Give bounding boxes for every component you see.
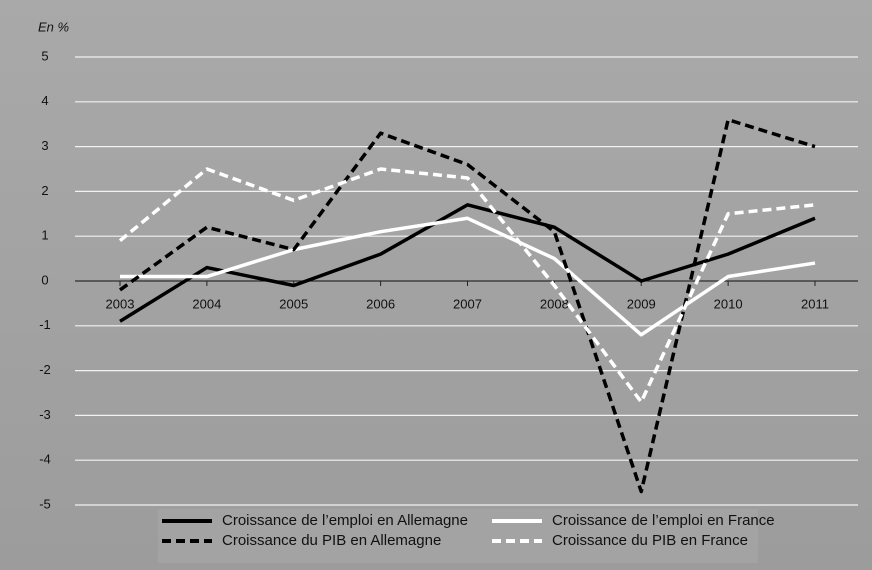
y-tick-label: -4 bbox=[39, 452, 51, 467]
y-tick-label: 1 bbox=[41, 228, 48, 243]
x-tick-label: 2003 bbox=[106, 296, 135, 311]
legend-label: Croissance de l’emploi en France bbox=[552, 512, 775, 529]
legend-box bbox=[158, 509, 758, 563]
y-tick-label: -5 bbox=[39, 496, 51, 511]
y-tick-label: 3 bbox=[41, 138, 48, 153]
x-tick-label: 2008 bbox=[540, 296, 569, 311]
y-tick-label: 4 bbox=[41, 93, 48, 108]
y-tick-label: -1 bbox=[39, 317, 51, 332]
legend-label: Croissance de l’emploi en Allemagne bbox=[222, 512, 468, 529]
legend-label: Croissance du PIB en France bbox=[552, 532, 748, 549]
y-tick-label: 2 bbox=[41, 183, 48, 198]
x-tick-label: 2010 bbox=[714, 296, 743, 311]
x-tick-label: 2009 bbox=[627, 296, 656, 311]
y-tick-label: 0 bbox=[41, 272, 48, 287]
y-tick-label: -3 bbox=[39, 407, 51, 422]
series-line bbox=[119, 203, 816, 323]
y-axis-label: En % bbox=[38, 19, 69, 34]
x-tick-label: 2007 bbox=[453, 296, 482, 311]
series-line bbox=[118, 167, 816, 404]
legend-label: Croissance du PIB en Allemagne bbox=[222, 532, 441, 549]
x-tick-label: 2011 bbox=[801, 296, 829, 311]
y-tick-label: -2 bbox=[39, 362, 51, 377]
series-line bbox=[120, 216, 816, 337]
x-tick-label: 2006 bbox=[366, 296, 395, 311]
series-line bbox=[118, 117, 816, 494]
x-tick-label: 2004 bbox=[192, 296, 221, 311]
x-tick-label: 2005 bbox=[279, 296, 308, 311]
y-tick-label: 5 bbox=[41, 48, 48, 63]
